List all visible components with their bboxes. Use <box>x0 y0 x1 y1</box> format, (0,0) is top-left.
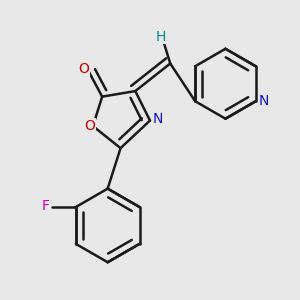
Text: O: O <box>84 119 95 133</box>
Text: N: N <box>153 112 163 126</box>
Text: F: F <box>41 199 49 213</box>
Text: O: O <box>78 62 89 76</box>
Text: N: N <box>259 94 269 108</box>
Text: H: H <box>156 30 166 44</box>
